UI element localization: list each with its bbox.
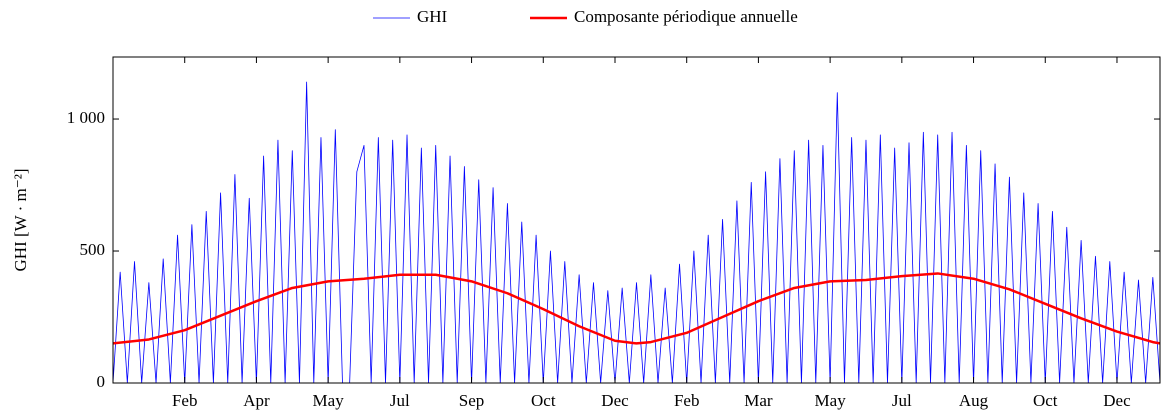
data-line bbox=[113, 272, 1160, 345]
x-tick-label: Dec bbox=[1103, 391, 1131, 410]
x-tick-label: Feb bbox=[172, 391, 198, 410]
x-tick-label: Dec bbox=[601, 391, 629, 410]
x-tick-label: Oct bbox=[1033, 391, 1058, 410]
x-tick-label: Sep bbox=[459, 391, 485, 410]
y-axis-label: GHI [W · m⁻²] bbox=[11, 169, 30, 272]
y-tick-label: 1 000 bbox=[67, 108, 105, 127]
data-line bbox=[113, 81, 1160, 383]
x-tick-label: Mar bbox=[744, 391, 773, 410]
x-tick-label: Feb bbox=[674, 391, 700, 410]
plot-frame bbox=[112, 56, 1161, 384]
x-tick-label: Jul bbox=[390, 391, 410, 410]
legend-label: Composante périodique annuelle bbox=[574, 7, 798, 26]
legend-label: GHI bbox=[417, 7, 448, 26]
x-tick-label: Aug bbox=[959, 391, 989, 410]
y-tick-label: 500 bbox=[80, 240, 106, 259]
x-tick-label: May bbox=[313, 391, 345, 410]
y-tick-label: 0 bbox=[97, 372, 106, 391]
x-tick-label: May bbox=[815, 391, 847, 410]
x-tick-label: Apr bbox=[243, 391, 270, 410]
x-tick-label: Jul bbox=[892, 391, 912, 410]
x-tick-label: Oct bbox=[531, 391, 556, 410]
